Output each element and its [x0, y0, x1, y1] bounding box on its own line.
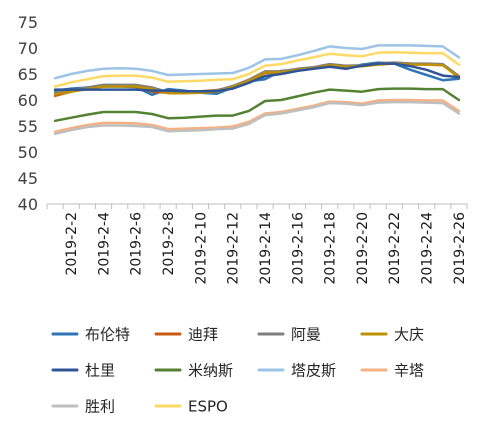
y-tick-label: 45	[18, 169, 38, 188]
x-tick-label: 2019-2-24	[420, 212, 436, 285]
legend-label: 塔皮斯	[291, 362, 336, 380]
x-tick-label: 2019-2-20	[355, 212, 371, 284]
x-tick-label: 2019-2-14	[258, 212, 274, 285]
legend-label: 杜里	[85, 362, 115, 380]
legend-label: 布伦特	[85, 326, 130, 344]
x-axis: 2019-2-2 2019-2-4 2019-2-6 2019-2-8 2019-2-1…	[46, 203, 468, 285]
x-tick-label: 2019-2-18	[323, 212, 339, 284]
y-tick-label: 40	[18, 195, 38, 214]
series-line	[53, 44, 461, 80]
y-tick-label: 70	[18, 39, 38, 58]
y-axis: 40 45 50 55 60 65 70 75	[18, 13, 38, 214]
legend-label: 胜利	[85, 398, 115, 416]
legend-label: 米纳斯	[188, 362, 233, 380]
legend-label: ESPO	[188, 398, 228, 416]
series-line	[53, 62, 461, 93]
x-tick-label: 2019-2-4	[96, 212, 112, 276]
legend-label: 辛塔	[394, 362, 424, 380]
x-tick-label: 2019-2-8	[161, 212, 177, 276]
y-tick-label: 50	[18, 143, 38, 162]
x-tick-label: 2019-2-26	[452, 212, 468, 285]
x-tick-label: 2019-2-6	[129, 212, 145, 276]
series-line	[53, 98, 461, 133]
series-line	[53, 87, 461, 123]
plot-area	[53, 44, 461, 136]
x-tick-label: 2019-2-10	[193, 212, 209, 284]
y-tick-label: 55	[18, 117, 38, 136]
x-tick-label: 2019-2-2	[64, 212, 80, 276]
series-line	[53, 100, 461, 136]
y-tick-label: 75	[18, 13, 38, 32]
legend-label: 大庆	[394, 326, 424, 344]
legend-label: 阿曼	[291, 326, 321, 344]
y-tick-label: 65	[18, 65, 38, 84]
y-tick-label: 60	[18, 91, 38, 110]
x-tick-label: 2019-2-16	[290, 212, 306, 285]
series-line	[53, 50, 461, 88]
x-tick-label: 2019-2-22	[387, 212, 403, 284]
x-tick-label: 2019-2-12	[226, 212, 242, 284]
legend-label: 迪拜	[188, 326, 218, 344]
